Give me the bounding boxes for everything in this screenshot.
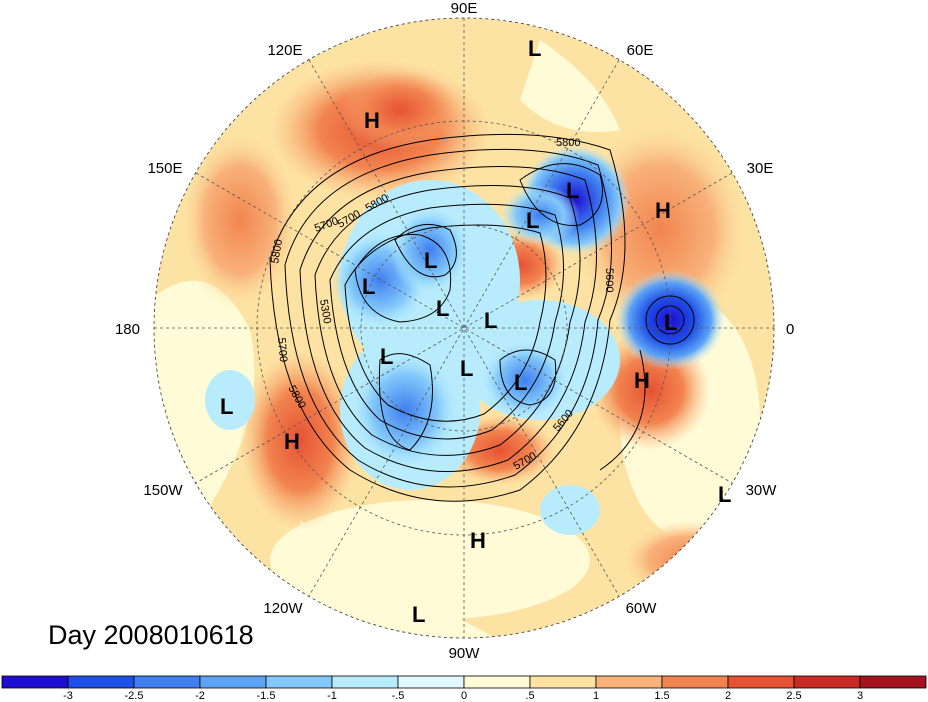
map-boundary xyxy=(153,17,775,639)
anomaly-field xyxy=(154,18,774,638)
colorbar-swatch xyxy=(67,675,135,689)
lon-90w: 90W xyxy=(449,645,481,662)
colorbar-tick-label: -2 xyxy=(195,690,205,702)
pressure-center-label: H xyxy=(470,528,486,553)
colorbar-swatch xyxy=(331,675,399,689)
pressure-center-label: L xyxy=(664,310,677,335)
pressure-center-label: L xyxy=(436,296,449,321)
pressure-center-label: L xyxy=(460,356,473,381)
graticule xyxy=(154,18,774,638)
lon-30e: 30E xyxy=(747,160,774,177)
pressure-center-label: H xyxy=(634,368,650,393)
longitude-labels: 90E 60E 30E 0 30W 60W 90W 120W 150W 180 … xyxy=(115,0,794,662)
colorbar-swatch xyxy=(595,675,663,689)
colorbar-swatch xyxy=(265,675,333,689)
colorbar-tick-label: 2.5 xyxy=(786,690,801,702)
lon-60w: 60W xyxy=(626,600,658,617)
colorbar-swatch xyxy=(661,675,729,689)
colorbar: -3 -2.5 -2 -1.5 -1 -.5 0 .5 1 1.5 2 2.5 3 xyxy=(1,675,927,702)
pressure-center-label: L xyxy=(220,394,233,419)
contour-label: 5800 xyxy=(269,238,285,264)
pressure-center-label: H xyxy=(364,108,380,133)
pressure-center-label: L xyxy=(412,602,425,627)
colorbar-swatch xyxy=(463,675,531,689)
lon-0: 0 xyxy=(786,321,794,338)
map-title: Day 2008010618 xyxy=(48,620,254,650)
colorbar-swatch xyxy=(397,675,465,689)
pressure-center-label: L xyxy=(362,274,375,299)
colorbar-swatch xyxy=(727,675,795,689)
colorbar-swatch xyxy=(793,675,861,689)
colorbar-swatch xyxy=(859,675,927,689)
contour-label: 5700 xyxy=(275,337,289,362)
colorbar-swatch xyxy=(133,675,201,689)
lon-180: 180 xyxy=(115,321,140,338)
pressure-center-label: L xyxy=(566,178,579,203)
colorbar-tick-label: -2.5 xyxy=(125,690,144,702)
pressure-center-label: L xyxy=(528,36,541,61)
colorbar-tick-label: 0 xyxy=(461,690,467,702)
colorbar-tick-label: 2 xyxy=(725,690,731,702)
colorbar-tick-label: -1.5 xyxy=(257,690,276,702)
lon-150e: 150E xyxy=(147,160,182,177)
lon-90e: 90E xyxy=(451,0,478,17)
pressure-center-label: H xyxy=(284,429,300,454)
lon-120e: 120E xyxy=(267,42,302,59)
colorbar-tick-label: 1 xyxy=(593,690,599,702)
pressure-center-label: H xyxy=(655,198,671,223)
lon-150w: 150W xyxy=(143,482,183,499)
contour-label: 5300 xyxy=(317,298,333,324)
colorbar-tick-label: -1 xyxy=(327,690,337,702)
pressure-center-label: L xyxy=(380,344,393,369)
lon-120w: 120W xyxy=(263,600,303,617)
pressure-center-label: L xyxy=(424,248,437,273)
contour-label: 5800 xyxy=(556,137,580,149)
colorbar-tick-label: -.5 xyxy=(392,690,405,702)
pressure-center-label: L xyxy=(484,308,497,333)
colorbar-swatch xyxy=(1,675,69,689)
colorbar-swatch xyxy=(199,675,267,689)
geopotential-contours xyxy=(269,133,695,502)
lon-30w: 30W xyxy=(746,482,778,499)
colorbar-tick-label: .5 xyxy=(525,690,534,702)
pressure-center-label: L xyxy=(526,208,539,233)
colorbar-tick-label: 3 xyxy=(857,690,863,702)
colorbar-tick-label: -3 xyxy=(63,690,73,702)
lon-60e: 60E xyxy=(627,42,654,59)
pressure-center-label: L xyxy=(514,370,527,395)
contour-label: 5600 xyxy=(603,268,615,292)
colorbar-tick-label: 1.5 xyxy=(654,690,669,702)
pressure-centers: L H L L H L L L L L L L H L H H L L H L xyxy=(220,36,731,627)
pressure-center-label: L xyxy=(718,482,731,507)
colorbar-swatch xyxy=(529,675,597,689)
